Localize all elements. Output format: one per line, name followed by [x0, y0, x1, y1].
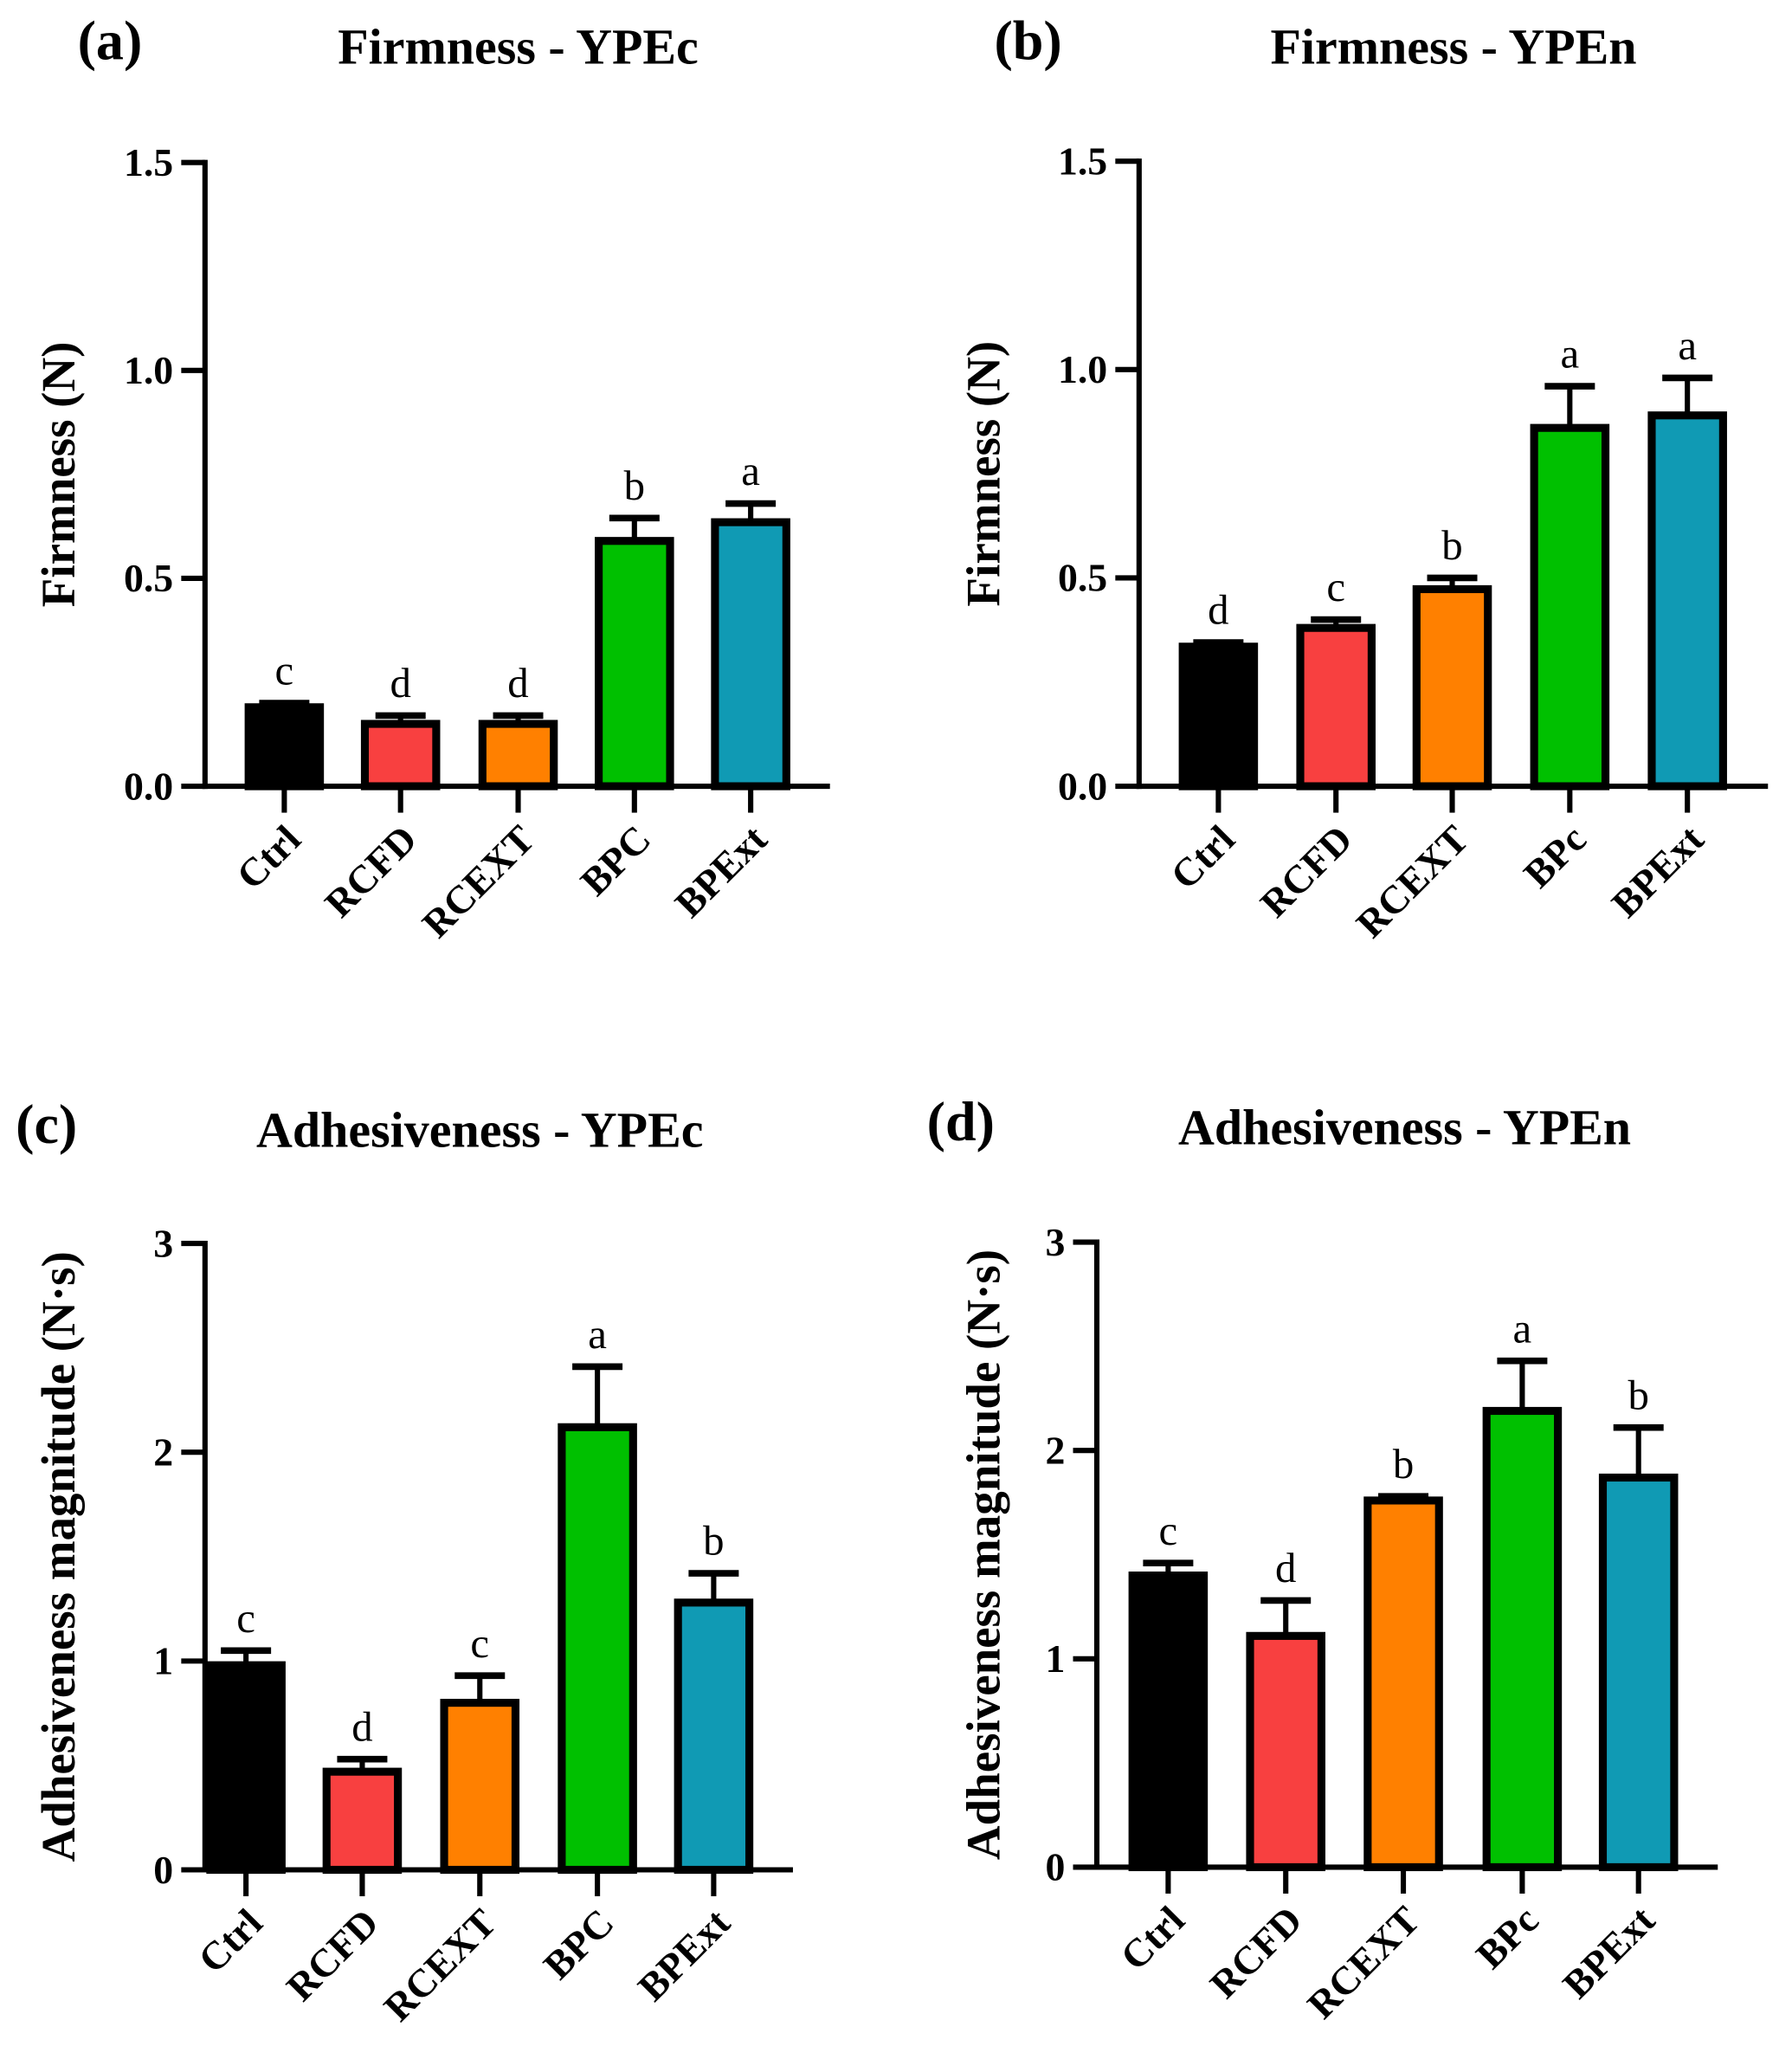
significance-letter: c: [1159, 1507, 1178, 1554]
significance-letter: d: [507, 659, 528, 707]
chart-title: Firmness - YPEc: [338, 18, 699, 74]
y-tick-label: 1: [1045, 1636, 1065, 1681]
y-tick-label: 0.0: [124, 764, 173, 808]
significance-letter: c: [275, 647, 294, 694]
significance-letter: d: [390, 659, 410, 707]
x-tick-label: RCEXT: [1348, 817, 1477, 946]
y-tick-label: 3: [1045, 1220, 1065, 1264]
bar-bpc: [1482, 1406, 1563, 1872]
x-tick-label: RCEXT: [414, 817, 543, 946]
bar-ctrl: [1178, 642, 1259, 791]
x-tick-label: Ctrl: [1162, 817, 1243, 898]
significance-letter: a: [741, 447, 760, 494]
significance-letter: b: [624, 462, 645, 509]
y-tick-label: 1.5: [1058, 139, 1107, 183]
bar-bpc: [1530, 423, 1610, 791]
y-tick-label: 1.0: [1058, 347, 1107, 391]
chart-title: Adhesiveness - YPEn: [1178, 1100, 1631, 1156]
y-tick-label: 0.0: [1058, 764, 1107, 808]
significance-letter: b: [1628, 1371, 1648, 1418]
bar-ctrl: [244, 703, 325, 791]
significance-letter: b: [1441, 521, 1462, 569]
significance-letter: d: [1208, 586, 1228, 634]
x-tick-label: BPExt: [667, 817, 776, 926]
y-axis-label: Firmness (N): [957, 341, 1009, 607]
significance-letter: a: [588, 1310, 607, 1358]
x-tick-label: Ctrl: [1112, 1898, 1193, 1979]
bar-bpext: [1598, 1473, 1679, 1872]
bar-bpext: [711, 518, 790, 791]
x-tick-label: BPC: [535, 1901, 622, 1988]
y-tick-label: 1.5: [124, 140, 173, 184]
significance-letter: a: [1560, 330, 1579, 378]
bar-bpc: [558, 1423, 637, 1875]
chart-title: Firmness - YPEn: [1271, 18, 1637, 74]
bar-bpc: [595, 537, 674, 791]
x-tick-label: BPExt: [1603, 817, 1712, 926]
x-tick-label: RCFD: [1252, 817, 1361, 926]
y-axis-label: Adhesiveness magnitude (N·s): [32, 1251, 85, 1862]
x-tick-label: BPExt: [629, 1900, 738, 2009]
significance-letter: c: [1326, 563, 1345, 610]
y-tick-label: 0: [153, 1848, 173, 1892]
y-tick-label: 1.0: [124, 348, 173, 392]
x-tick-label: Ctrl: [228, 817, 309, 898]
y-tick-label: 2: [1045, 1428, 1065, 1472]
panel-label: (a): [78, 10, 143, 72]
panel-label: (c): [16, 1094, 77, 1155]
bar-rcext: [440, 1699, 520, 1875]
bar-rcfd: [322, 1767, 403, 1875]
significance-letter: d: [1275, 1544, 1296, 1591]
bar-bpext: [674, 1598, 754, 1875]
panel-label: (d): [927, 1091, 995, 1152]
significance-letter: a: [1678, 321, 1697, 369]
significance-letter: b: [703, 1517, 724, 1565]
significance-letter: a: [1513, 1304, 1532, 1352]
x-tick-label: RCEXT: [1299, 1898, 1428, 2027]
x-tick-label: BPExt: [1554, 1897, 1663, 2006]
bar-rcext: [1412, 584, 1492, 791]
chart-title: Adhesiveness - YPEc: [256, 1102, 703, 1159]
x-tick-label: RCFD: [1202, 1898, 1311, 2007]
y-tick-label: 0: [1045, 1845, 1065, 1889]
y-tick-label: 2: [153, 1430, 173, 1474]
y-tick-label: 0.5: [1058, 556, 1107, 600]
y-axis-label: Adhesiveness magnitude (N·s): [957, 1249, 1009, 1860]
x-tick-label: BPc: [1467, 1898, 1547, 1978]
significance-letter: d: [351, 1702, 372, 1750]
bar-ctrl: [1128, 1571, 1209, 1872]
bar-bpext: [1647, 411, 1727, 791]
bar-rcext: [1363, 1496, 1443, 1872]
x-tick-label: BPC: [571, 817, 659, 904]
bar-rcfd: [1296, 623, 1376, 791]
bar-rcfd: [1246, 1631, 1325, 1872]
significance-letter: c: [236, 1594, 255, 1642]
bar-rcext: [478, 720, 558, 791]
x-tick-label: Ctrl: [190, 1901, 271, 1982]
x-tick-label: BPc: [1515, 817, 1595, 896]
significance-letter: b: [1393, 1440, 1414, 1488]
y-axis-label: Firmness (N): [32, 342, 85, 608]
y-tick-label: 3: [153, 1221, 173, 1265]
x-tick-label: RCEXT: [375, 1901, 504, 2030]
bar-rcfd: [360, 720, 441, 791]
x-tick-label: RCFD: [278, 1901, 387, 2010]
significance-letter: c: [470, 1619, 489, 1667]
x-tick-label: RCFD: [316, 817, 425, 926]
panel-label: (b): [994, 10, 1061, 72]
bar-ctrl: [206, 1661, 286, 1875]
y-tick-label: 1: [153, 1639, 173, 1683]
y-tick-label: 0.5: [124, 556, 173, 600]
